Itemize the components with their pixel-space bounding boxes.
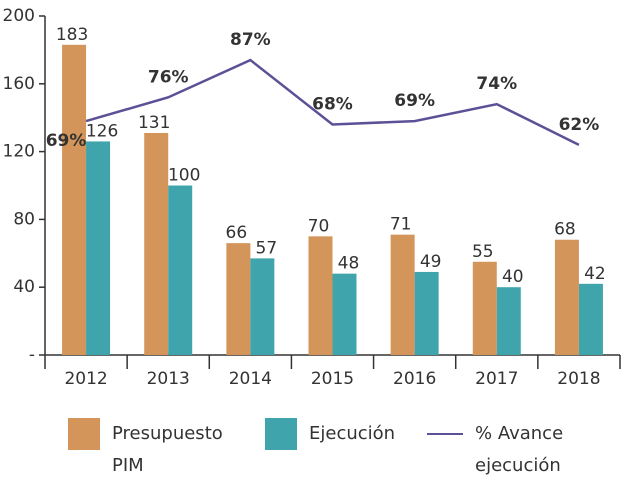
legend-item: Ejecución — [265, 418, 409, 450]
line-value-label: 62% — [559, 115, 600, 135]
legend-item: Presupuesto PIM — [68, 418, 232, 482]
y-tick-label: - — [29, 345, 35, 365]
legend-swatch — [427, 433, 463, 435]
line-value-label: 69% — [394, 91, 435, 111]
bar — [554, 239, 579, 355]
legend: Presupuesto PIM Ejecución % Avance ejecuci… — [0, 418, 636, 478]
bar — [496, 287, 521, 355]
x-tick-label: 2018 — [557, 369, 600, 389]
line-value-label: 74% — [476, 74, 517, 94]
x-tick-label: 2014 — [229, 369, 272, 389]
x-tick-label: 2015 — [311, 369, 354, 389]
x-tick-label: 2016 — [393, 369, 436, 389]
y-tick-label: 40 — [13, 277, 35, 297]
line-value-label: 76% — [148, 67, 189, 87]
bar-value-label: 70 — [308, 216, 330, 236]
line — [85, 58, 580, 146]
y-tick-label: 200 — [3, 6, 35, 26]
chart: - 40 80 120 160 200 2012 2013 2014 2015 2016 2017 20… — [3, 6, 621, 389]
bar — [390, 234, 415, 355]
y-tick-label: 120 — [3, 142, 35, 162]
bar-value-label: 183 — [56, 25, 88, 45]
bar — [578, 283, 603, 355]
x-tick-label: 2013 — [147, 369, 190, 389]
legend-item: % Avance ejecución — [427, 418, 615, 482]
y-tick-label: 160 — [3, 74, 35, 94]
bar-value-label: 57 — [256, 238, 278, 258]
legend-swatch — [68, 418, 100, 450]
legend-label: % Avance ejecución — [475, 423, 564, 476]
bar-value-label: 40 — [502, 267, 524, 287]
line-value-label: 87% — [230, 30, 271, 50]
bar — [414, 271, 439, 355]
bar-value-label: 100 — [168, 166, 200, 186]
bar-value-label: 42 — [584, 264, 606, 284]
legend-label: Presupuesto PIM — [112, 423, 223, 476]
bar — [168, 185, 193, 355]
bar-value-label: 131 — [138, 113, 170, 133]
bar-value-label: 48 — [338, 254, 360, 274]
x-tick-label: 2012 — [64, 369, 107, 389]
bar — [86, 141, 111, 355]
bar-value-label: 71 — [390, 215, 412, 235]
bar — [308, 236, 333, 355]
bar — [144, 132, 169, 355]
bar-value-label: 49 — [420, 252, 442, 272]
bar — [472, 261, 497, 355]
line-value-label: 69% — [46, 131, 87, 151]
bar-value-label: 55 — [472, 242, 494, 262]
bar — [226, 243, 251, 355]
legend-label: Ejecución — [309, 423, 396, 444]
x-tick-label: 2017 — [475, 369, 518, 389]
bar — [332, 273, 357, 355]
y-tick-label: 80 — [13, 209, 35, 229]
bar — [62, 44, 87, 355]
bar-value-label: 68 — [554, 220, 576, 240]
bar-value-label: 66 — [226, 223, 248, 243]
bar-value-label: 126 — [86, 121, 118, 141]
line-value-label: 68% — [312, 94, 353, 114]
legend-swatch — [265, 418, 297, 450]
bar — [250, 258, 275, 355]
